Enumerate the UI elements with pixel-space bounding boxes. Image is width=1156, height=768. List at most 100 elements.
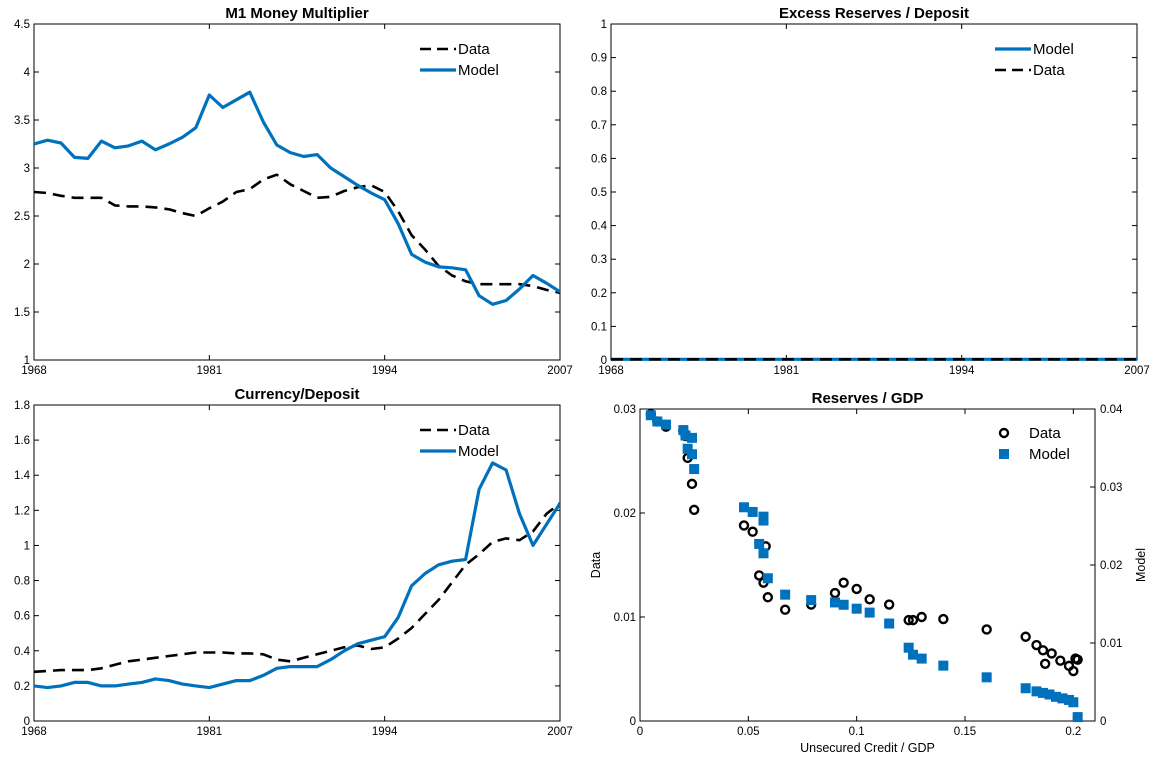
y-tick-label: 0.2 <box>14 681 30 693</box>
chart-excess: Excess Reserves / Deposit 1968 1981 1994 200… <box>591 5 1150 377</box>
data-point <box>864 594 875 605</box>
y-tick-label: 3 <box>24 163 30 175</box>
model-point <box>682 443 693 454</box>
model-point <box>1038 687 1048 698</box>
y-tick-label: 4 <box>24 67 31 79</box>
y-tick-label: 0.8 <box>591 86 607 98</box>
x-tick-label: 1981 <box>197 726 223 738</box>
model-point <box>661 419 671 430</box>
y-right-tick-label: 0.02 <box>1100 560 1122 572</box>
model-point <box>1051 691 1061 702</box>
data-point <box>903 614 914 626</box>
series-line-model <box>34 90 560 306</box>
data-point <box>1020 631 1031 642</box>
x-tick-label: 2007 <box>547 726 573 738</box>
y-tick-label: 1 <box>24 355 30 367</box>
chart-title: Currency/Deposit <box>234 386 359 403</box>
y-tick-label: 1.8 <box>14 400 30 412</box>
model-point <box>903 642 914 653</box>
x-tick-label: 2007 <box>547 365 573 377</box>
model-point <box>838 599 849 610</box>
series-line-data <box>34 173 560 295</box>
chart-title: M1 Money Multiplier <box>225 5 369 22</box>
model-point <box>1044 689 1055 700</box>
model-point <box>762 573 773 584</box>
x-tick-label: 1968 <box>21 365 47 377</box>
x-tick-label: 2007 <box>1124 365 1150 377</box>
data-point <box>1072 654 1083 665</box>
x-tick-label: 1994 <box>949 365 975 377</box>
y-tick-label: 0.03 <box>614 404 636 416</box>
data-point <box>1037 645 1049 656</box>
y-right-tick-label: 0 <box>1100 716 1106 728</box>
y-tick-label: 0.4 <box>591 221 608 233</box>
chart-m1: M1 Money Multiplier 1968 1981 1994 2007 1 1.5 2… <box>14 5 573 377</box>
chart-title: Reserves / GDP <box>812 390 924 407</box>
data-point <box>829 587 841 599</box>
y-tick-label: 4.5 <box>14 19 30 31</box>
y-right-tick-label: 0.04 <box>1100 404 1123 416</box>
legend-label-data: Data <box>458 422 490 439</box>
y-tick-label: 0.9 <box>591 53 607 65</box>
axes-box <box>33 404 561 722</box>
data-point <box>1055 655 1066 666</box>
y-tick-label: 0 <box>601 355 607 367</box>
model-point <box>864 607 875 618</box>
x-tick-label: 0.15 <box>954 726 976 738</box>
chart-reserves: Reserves / GDP 0 0.05 0.1 0.15 0.2 0 0.01 0.02 0.… <box>589 390 1148 755</box>
x-tick-label: 1981 <box>774 365 800 377</box>
x-axis-label: Unsecured Credit / GDP <box>800 741 935 755</box>
y-tick-label: 0.6 <box>14 611 30 623</box>
legend-label-data: Data <box>1029 425 1061 442</box>
y-tick-label: 2.5 <box>14 211 30 223</box>
y-tick-label: 1.5 <box>14 307 30 319</box>
legend-swatch-model <box>999 449 1009 459</box>
x-tick-label: 1968 <box>598 365 624 377</box>
x-tick-label: 0.2 <box>1065 726 1081 738</box>
x-tick-label: 1968 <box>21 726 47 738</box>
legend-label-model: Model <box>1029 446 1070 463</box>
x-tick-label: 0.05 <box>737 726 759 738</box>
data-point <box>738 520 750 531</box>
model-point <box>1031 686 1042 697</box>
data-point <box>762 592 774 603</box>
y-right-tick-label: 0.03 <box>1100 482 1122 494</box>
model-point <box>758 515 769 526</box>
model-point <box>689 464 700 475</box>
model-point <box>680 430 691 441</box>
data-point <box>747 526 758 537</box>
data-point <box>779 604 791 615</box>
model-point <box>938 660 949 671</box>
model-point <box>645 410 656 421</box>
data-point <box>688 504 700 516</box>
model-point <box>652 416 663 427</box>
x-tick-label: 1981 <box>197 365 223 377</box>
model-point <box>908 649 918 660</box>
y-tick-label: 1.6 <box>14 435 30 447</box>
data-point <box>1068 665 1079 677</box>
y-tick-label: 0.6 <box>591 153 607 165</box>
model-point <box>747 506 758 517</box>
plot-area <box>645 409 1083 723</box>
axes-box <box>639 408 1096 722</box>
y-tick-label: 1 <box>601 19 607 31</box>
y-tick-label: 2 <box>24 259 30 271</box>
legend-label-data: Data <box>1033 62 1065 79</box>
y-tick-label: 0.02 <box>614 508 636 520</box>
data-point <box>883 599 895 610</box>
plot-area <box>34 90 560 306</box>
data-point <box>1046 648 1057 659</box>
y-tick-label: 0.7 <box>591 120 607 132</box>
model-point <box>780 589 791 600</box>
legend-label-model: Model <box>1033 41 1074 58</box>
y-tick-label: 0.8 <box>14 576 30 588</box>
x-tick-label: 1994 <box>372 365 398 377</box>
legend-label-model: Model <box>458 443 499 460</box>
series-line-model <box>34 461 560 690</box>
y-axis-label: Data <box>589 552 603 578</box>
y-tick-label: 3.5 <box>14 115 30 127</box>
model-point <box>884 618 895 629</box>
data-point <box>1039 658 1051 669</box>
data-point <box>907 614 919 626</box>
data-point <box>838 577 849 588</box>
